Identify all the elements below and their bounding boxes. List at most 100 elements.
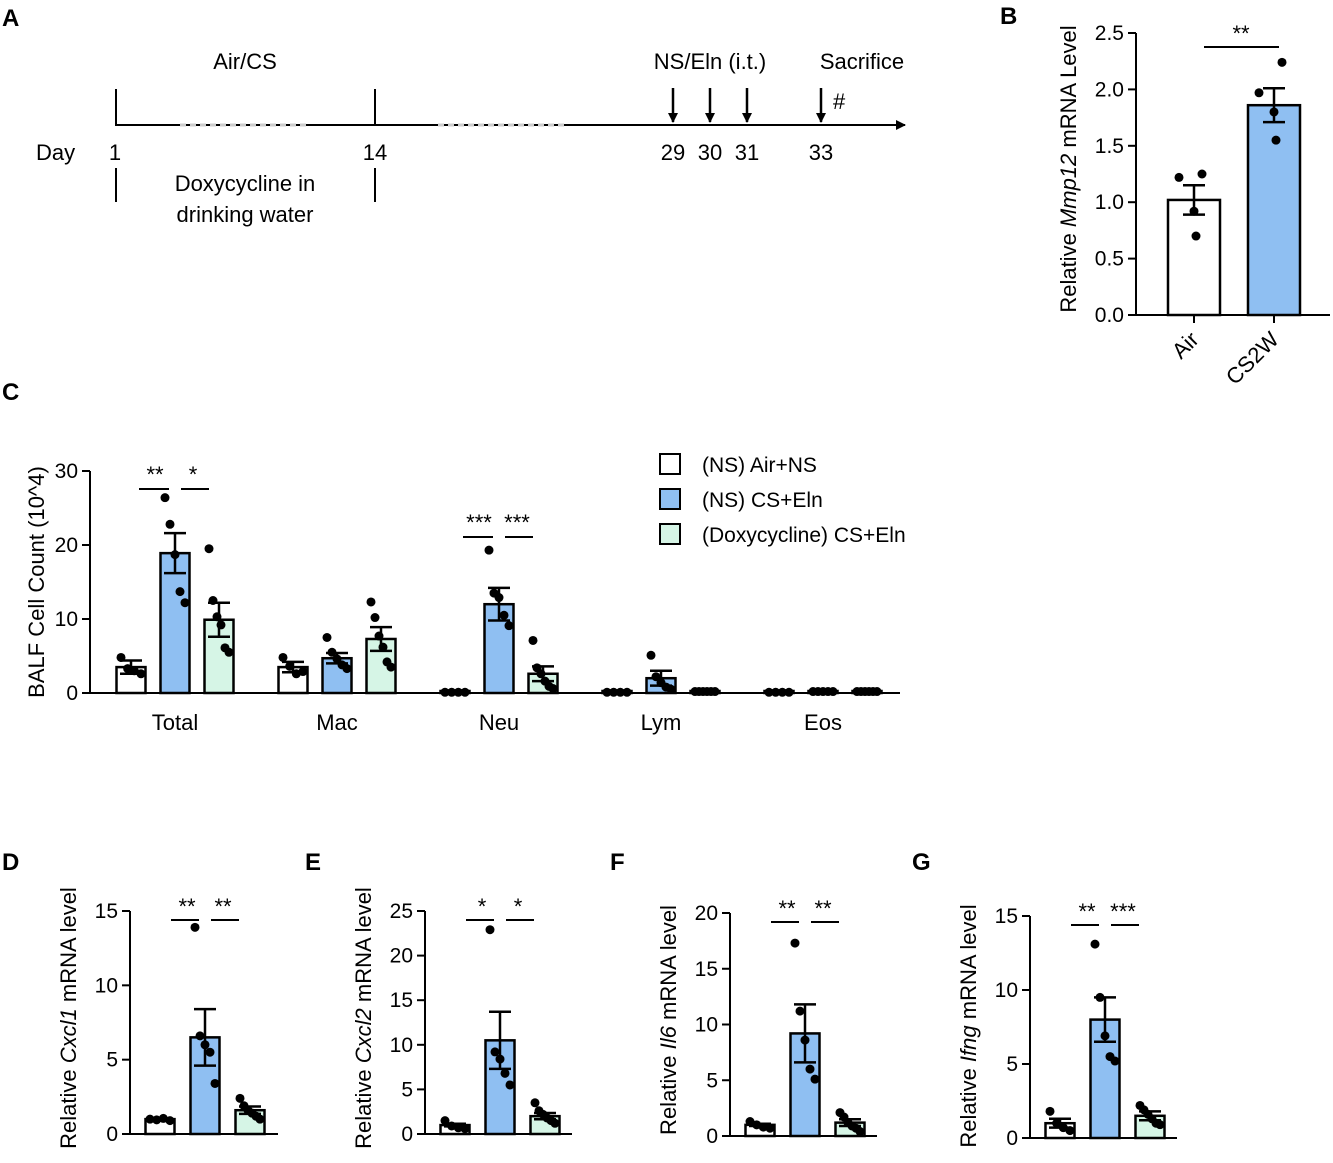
panel-c-data-point — [440, 687, 450, 697]
panel-f-data-point — [855, 1127, 865, 1137]
panel-d-y-label: Relative Cxcl1 mRNA level — [56, 887, 81, 1149]
panel-d-y-label-part: Cxcl1 — [56, 1008, 81, 1063]
panel-d-ytick-label: 0 — [106, 1123, 118, 1146]
panel-c-data-point — [224, 647, 234, 657]
panel-b-y-label-part: Mmp12 — [1056, 154, 1081, 227]
panel-e-significance-label: * — [478, 894, 487, 919]
panel-e-ytick-label: 15 — [390, 989, 413, 1012]
panel-c-data-point — [170, 550, 180, 560]
panel-f-y-label-part: mRNA level — [656, 905, 681, 1026]
panel-c-data-point — [374, 631, 384, 641]
panel-c-category-label: Total — [152, 710, 198, 735]
panel-g-label: G — [912, 849, 931, 876]
panel-e-ytick-label: 25 — [390, 900, 413, 923]
panel-c-significance-label: * — [189, 462, 198, 487]
panel-c-data-point — [646, 650, 656, 660]
panel-b-y-label-part: mRNA Level — [1056, 25, 1081, 153]
panel-d-y-label-part: Relative — [56, 1063, 81, 1149]
panel-e-data-point — [453, 1123, 463, 1133]
panel-b-label: B — [1000, 3, 1017, 30]
panel-e-data-point — [490, 1047, 500, 1057]
panel-c-ytick-label: 10 — [55, 608, 78, 631]
panel-g-data-point — [1155, 1120, 1165, 1130]
panel-c-data-point — [212, 612, 222, 622]
panel-c-data-point — [777, 687, 787, 697]
hash-mark: # — [833, 89, 846, 114]
day-1: 1 — [109, 140, 121, 165]
panel-c-data-point — [278, 652, 288, 662]
air-cs-label: Air/CS — [213, 49, 277, 74]
panel-d-data-point — [200, 1040, 210, 1050]
panel-e-data-point — [500, 1068, 510, 1078]
panel-c-bar — [159, 551, 191, 695]
panel-c-data-point — [602, 687, 612, 697]
panel-c-data-point — [609, 687, 619, 697]
panel-a-timeline: A Day Air/CS NS/Eln (i.t.) Sacrifice 1 1… — [2, 5, 906, 227]
panel-e-y-label-part: Relative — [351, 1063, 376, 1149]
panel-b-ytick-label: 0.0 — [1095, 304, 1124, 327]
panel-f-y-label-part: Il6 — [656, 1025, 681, 1049]
panel-d-data-point — [235, 1093, 245, 1103]
legend-swatch — [659, 488, 681, 510]
panel-c-category-label: Mac — [316, 710, 358, 735]
panel-f-data-point — [795, 1006, 805, 1016]
panel-g-ytick-label: 10 — [995, 979, 1018, 1002]
day-label: Day — [36, 140, 75, 165]
panel-b-data-point — [1189, 206, 1199, 216]
panel-c-data-point — [160, 493, 170, 503]
panel-g-data-point — [1100, 1031, 1110, 1041]
panel-c-data-point — [165, 519, 175, 529]
panel-c-data-point — [484, 545, 494, 555]
panel-e-data-point — [460, 1124, 470, 1134]
panel-d-data-point — [145, 1114, 155, 1124]
legend-label: (Doxycycline) CS+Eln — [702, 524, 906, 547]
panel-e-bar — [484, 1039, 516, 1136]
panel-c-label: C — [2, 379, 19, 406]
panel-c-y-label: BALF Cell Count (10^4) — [24, 466, 49, 698]
panel-c-data-point — [494, 593, 504, 603]
panel-c-data-point — [460, 687, 470, 697]
panel-b-bar — [1166, 198, 1222, 317]
panel-b-significance-label: ** — [1232, 21, 1250, 46]
panel-g-ytick-label: 15 — [995, 905, 1018, 928]
panel-g-ytick-label: 5 — [1006, 1053, 1018, 1076]
panel-d-significance-label: ** — [178, 894, 196, 919]
panel-c-data-point — [651, 672, 661, 682]
panel-b-data-point — [1191, 231, 1201, 241]
panel-g-data-point — [1110, 1056, 1120, 1066]
panel-c-significance-label: *** — [466, 510, 492, 535]
panel-c-data-point — [536, 669, 546, 679]
panel-f-data-point — [765, 1123, 775, 1133]
day-31: 31 — [735, 140, 759, 165]
panel-f-significance-label: ** — [814, 896, 832, 921]
panel-b-data-point — [1197, 169, 1207, 179]
legend-label: (NS) CS+Eln — [702, 489, 823, 512]
panel-e-ytick-label: 0 — [401, 1123, 413, 1146]
panel-b-ytick-label: 0.5 — [1095, 248, 1124, 271]
panel-c-data-point — [499, 610, 509, 620]
panel-c-data-point — [204, 544, 214, 554]
panel-d-ytick-label: 5 — [106, 1049, 118, 1072]
panel-d-label: D — [2, 849, 19, 876]
panel-f-ytick-label: 20 — [695, 902, 718, 925]
panel-b-data-point — [1254, 88, 1264, 98]
day-14: 14 — [363, 140, 387, 165]
panel-c-data-point — [453, 687, 463, 697]
panel-c-data-point — [784, 687, 794, 697]
panel-g-y-label-part: Relative — [956, 1062, 981, 1148]
panel-g-data-point — [1052, 1118, 1062, 1128]
panel-d-y-label-part: mRNA level — [56, 887, 81, 1008]
panel-c-significance-label: *** — [504, 510, 530, 535]
panel-b-category-label: Air — [1167, 327, 1204, 364]
doxy-label-line2: drinking water — [177, 202, 314, 227]
panel-c-data-point — [378, 642, 388, 652]
panel-f-significance-label: ** — [778, 896, 796, 921]
panel-c-data-point — [504, 621, 514, 631]
panel-d-ytick-label: 15 — [95, 900, 118, 923]
panel-g-data-point — [1045, 1106, 1055, 1116]
panel-g-significance-label: ** — [1078, 899, 1096, 924]
panel-c-data-point — [386, 662, 396, 672]
panel-c-data-point — [666, 684, 676, 694]
panel-e-y-label-part: Cxcl2 — [351, 1008, 376, 1063]
